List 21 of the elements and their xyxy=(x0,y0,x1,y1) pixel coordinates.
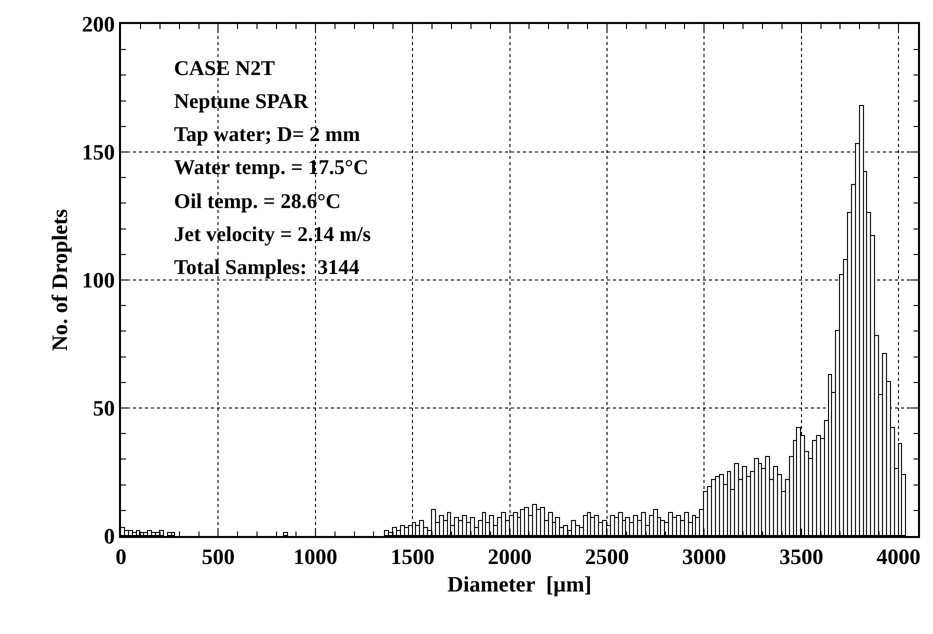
annotation: Oil temp. = 28.6°C xyxy=(174,189,341,213)
y-tick-label: 200 xyxy=(82,12,115,37)
x-tick-label: 2500 xyxy=(584,544,629,570)
annotation: CASE N2T xyxy=(174,56,275,80)
y-tick-label: 0 xyxy=(104,524,115,549)
x-tick-label: 1000 xyxy=(293,544,338,570)
x-tick-label: 500 xyxy=(202,544,235,570)
x-tick-label: 3000 xyxy=(682,544,726,570)
y-tick-label: 100 xyxy=(82,268,115,293)
x-tick-label: 1500 xyxy=(390,544,435,570)
annotation: Total Samples: 3144 xyxy=(174,255,360,279)
x-tick-label: 2000 xyxy=(488,544,532,570)
annotation: Water temp. = 17.5°C xyxy=(174,155,368,179)
annotation: Jet velocity = 2.14 m/s xyxy=(174,222,371,246)
y-tick-label: 150 xyxy=(82,140,115,165)
y-tick-label: 50 xyxy=(92,396,115,421)
x-tick-label: 4000 xyxy=(876,544,921,570)
y-axis-title: No. of Droplets xyxy=(47,208,72,351)
annotation: Neptune SPAR xyxy=(174,89,310,113)
x-tick-label: 3500 xyxy=(779,544,824,570)
x-axis-title: Diameter [µm] xyxy=(447,572,592,597)
